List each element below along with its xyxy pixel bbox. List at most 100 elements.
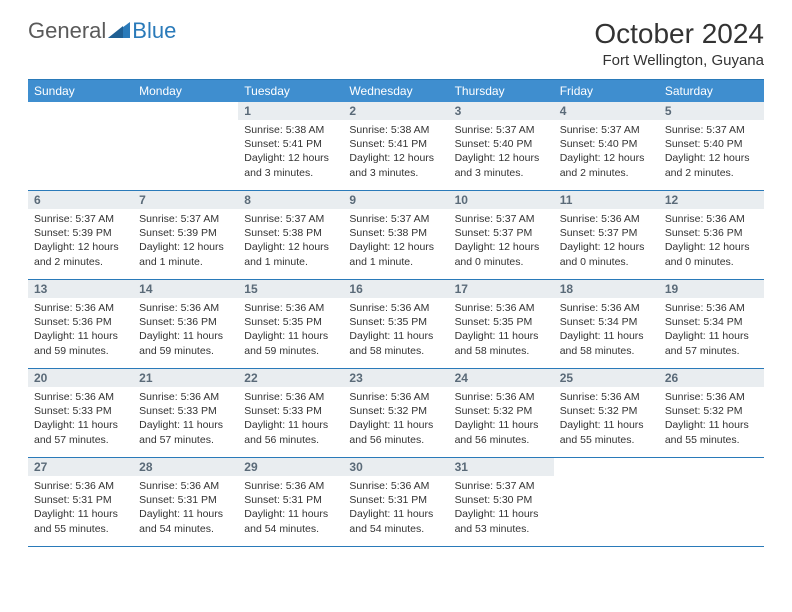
sunrise-text: Sunrise: 5:36 AM bbox=[665, 212, 758, 226]
daylight-text: Daylight: 11 hours and 56 minutes. bbox=[455, 418, 548, 446]
calendar-day-empty bbox=[28, 102, 133, 190]
logo: General Blue bbox=[28, 18, 176, 44]
calendar-day: 25Sunrise: 5:36 AMSunset: 5:32 PMDayligh… bbox=[554, 369, 659, 457]
sunset-text: Sunset: 5:36 PM bbox=[34, 315, 127, 329]
month-title: October 2024 bbox=[594, 18, 764, 50]
sunrise-text: Sunrise: 5:38 AM bbox=[244, 123, 337, 137]
sunrise-text: Sunrise: 5:37 AM bbox=[455, 123, 548, 137]
day-details: Sunrise: 5:36 AMSunset: 5:31 PMDaylight:… bbox=[133, 476, 238, 542]
weekday-header: Sunday bbox=[28, 80, 133, 102]
day-number: 21 bbox=[133, 369, 238, 387]
calendar-week: 13Sunrise: 5:36 AMSunset: 5:36 PMDayligh… bbox=[28, 280, 764, 369]
sunrise-text: Sunrise: 5:36 AM bbox=[560, 390, 653, 404]
day-number: 30 bbox=[343, 458, 448, 476]
calendar-day: 28Sunrise: 5:36 AMSunset: 5:31 PMDayligh… bbox=[133, 458, 238, 546]
calendar-day: 4Sunrise: 5:37 AMSunset: 5:40 PMDaylight… bbox=[554, 102, 659, 190]
calendar-day: 29Sunrise: 5:36 AMSunset: 5:31 PMDayligh… bbox=[238, 458, 343, 546]
daylight-text: Daylight: 11 hours and 58 minutes. bbox=[349, 329, 442, 357]
daylight-text: Daylight: 11 hours and 58 minutes. bbox=[455, 329, 548, 357]
calendar-day: 26Sunrise: 5:36 AMSunset: 5:32 PMDayligh… bbox=[659, 369, 764, 457]
daylight-text: Daylight: 11 hours and 59 minutes. bbox=[34, 329, 127, 357]
sunrise-text: Sunrise: 5:37 AM bbox=[455, 212, 548, 226]
day-number: 13 bbox=[28, 280, 133, 298]
day-details: Sunrise: 5:37 AMSunset: 5:40 PMDaylight:… bbox=[659, 120, 764, 186]
day-number: 26 bbox=[659, 369, 764, 387]
weekday-header: Wednesday bbox=[343, 80, 448, 102]
day-details: Sunrise: 5:37 AMSunset: 5:39 PMDaylight:… bbox=[133, 209, 238, 275]
sunrise-text: Sunrise: 5:36 AM bbox=[244, 479, 337, 493]
sunset-text: Sunset: 5:41 PM bbox=[349, 137, 442, 151]
day-number: 14 bbox=[133, 280, 238, 298]
sunrise-text: Sunrise: 5:36 AM bbox=[665, 301, 758, 315]
sunset-text: Sunset: 5:40 PM bbox=[560, 137, 653, 151]
day-number: 10 bbox=[449, 191, 554, 209]
sunrise-text: Sunrise: 5:36 AM bbox=[244, 390, 337, 404]
day-details: Sunrise: 5:36 AMSunset: 5:32 PMDaylight:… bbox=[449, 387, 554, 453]
day-details: Sunrise: 5:38 AMSunset: 5:41 PMDaylight:… bbox=[343, 120, 448, 186]
sunset-text: Sunset: 5:37 PM bbox=[560, 226, 653, 240]
calendar-day: 20Sunrise: 5:36 AMSunset: 5:33 PMDayligh… bbox=[28, 369, 133, 457]
calendar-week: 20Sunrise: 5:36 AMSunset: 5:33 PMDayligh… bbox=[28, 369, 764, 458]
daylight-text: Daylight: 11 hours and 56 minutes. bbox=[244, 418, 337, 446]
day-number: 12 bbox=[659, 191, 764, 209]
day-details: Sunrise: 5:37 AMSunset: 5:38 PMDaylight:… bbox=[343, 209, 448, 275]
page-header: General Blue October 2024 Fort Wellingto… bbox=[28, 18, 764, 69]
day-number: 18 bbox=[554, 280, 659, 298]
calendar-day-empty bbox=[133, 102, 238, 190]
day-number: 9 bbox=[343, 191, 448, 209]
daylight-text: Daylight: 12 hours and 2 minutes. bbox=[560, 151, 653, 179]
day-number: 8 bbox=[238, 191, 343, 209]
calendar-day: 21 Sunrise: 5:36 AMSunset: 5:33 PMDayligh… bbox=[133, 369, 238, 457]
sunrise-text: Sunrise: 5:36 AM bbox=[244, 301, 337, 315]
day-details: Sunrise: 5:36 AMSunset: 5:34 PMDaylight:… bbox=[554, 298, 659, 364]
daylight-text: Daylight: 12 hours and 3 minutes. bbox=[455, 151, 548, 179]
weekday-header: Saturday bbox=[659, 80, 764, 102]
daylight-text: Daylight: 12 hours and 0 minutes. bbox=[560, 240, 653, 268]
sunset-text: Sunset: 5:31 PM bbox=[244, 493, 337, 507]
calendar-day: 8Sunrise: 5:37 AMSunset: 5:38 PMDaylight… bbox=[238, 191, 343, 279]
day-details: Sunrise: 5:37 AMSunset: 5:37 PMDaylight:… bbox=[449, 209, 554, 275]
sunrise-text: Sunrise: 5:37 AM bbox=[139, 212, 232, 226]
daylight-text: Daylight: 11 hours and 54 minutes. bbox=[139, 507, 232, 535]
daylight-text: Daylight: 12 hours and 2 minutes. bbox=[665, 151, 758, 179]
calendar-day: 7Sunrise: 5:37 AMSunset: 5:39 PMDaylight… bbox=[133, 191, 238, 279]
sunrise-text: Sunrise: 5:37 AM bbox=[560, 123, 653, 137]
calendar-day-empty bbox=[659, 458, 764, 546]
sunset-text: Sunset: 5:30 PM bbox=[455, 493, 548, 507]
sunset-text: Sunset: 5:35 PM bbox=[244, 315, 337, 329]
sunset-text: Sunset: 5:32 PM bbox=[349, 404, 442, 418]
calendar-day: 23Sunrise: 5:36 AMSunset: 5:32 PMDayligh… bbox=[343, 369, 448, 457]
day-details: Sunrise: 5:36 AMSunset: 5:31 PMDaylight:… bbox=[28, 476, 133, 542]
day-details: Sunrise: 5:36 AMSunset: 5:36 PMDaylight:… bbox=[133, 298, 238, 364]
day-details: Sunrise: 5:36 AMSunset: 5:31 PMDaylight:… bbox=[238, 476, 343, 542]
sunrise-text: Sunrise: 5:37 AM bbox=[34, 212, 127, 226]
calendar-week: 27Sunrise: 5:36 AMSunset: 5:31 PMDayligh… bbox=[28, 458, 764, 547]
daylight-text: Daylight: 12 hours and 1 minute. bbox=[244, 240, 337, 268]
sunrise-text: Sunrise: 5:36 AM bbox=[139, 479, 232, 493]
sunrise-text: Sunrise: 5:36 AM bbox=[349, 390, 442, 404]
daylight-text: Daylight: 11 hours and 57 minutes. bbox=[34, 418, 127, 446]
day-details: Sunrise: 5:36 AMSunset: 5:35 PMDaylight:… bbox=[449, 298, 554, 364]
daylight-text: Daylight: 11 hours and 55 minutes. bbox=[560, 418, 653, 446]
day-details: Sunrise: 5:37 AMSunset: 5:40 PMDaylight:… bbox=[554, 120, 659, 186]
sunset-text: Sunset: 5:32 PM bbox=[560, 404, 653, 418]
sunrise-text: Sunrise: 5:36 AM bbox=[139, 390, 232, 404]
weekday-header: Tuesday bbox=[238, 80, 343, 102]
calendar-day: 17Sunrise: 5:36 AMSunset: 5:35 PMDayligh… bbox=[449, 280, 554, 368]
calendar-day: 3Sunrise: 5:37 AMSunset: 5:40 PMDaylight… bbox=[449, 102, 554, 190]
sunset-text: Sunset: 5:39 PM bbox=[139, 226, 232, 240]
sunrise-text: Sunrise: 5:36 AM bbox=[139, 301, 232, 315]
sunset-text: Sunset: 5:33 PM bbox=[139, 404, 232, 418]
calendar-day: 5Sunrise: 5:37 AMSunset: 5:40 PMDaylight… bbox=[659, 102, 764, 190]
title-block: October 2024 Fort Wellington, Guyana bbox=[594, 18, 764, 69]
day-details: Sunrise: 5:37 AMSunset: 5:30 PMDaylight:… bbox=[449, 476, 554, 542]
day-details: Sunrise: 5:36 AMSunset: 5:32 PMDaylight:… bbox=[659, 387, 764, 453]
sunset-text: Sunset: 5:39 PM bbox=[34, 226, 127, 240]
calendar: SundayMondayTuesdayWednesdayThursdayFrid… bbox=[28, 79, 764, 547]
daylight-text: Daylight: 12 hours and 3 minutes. bbox=[244, 151, 337, 179]
daylight-text: Daylight: 11 hours and 57 minutes. bbox=[139, 418, 232, 446]
calendar-day: 19Sunrise: 5:36 AMSunset: 5:34 PMDayligh… bbox=[659, 280, 764, 368]
sunrise-text: Sunrise: 5:36 AM bbox=[34, 301, 127, 315]
day-number: 24 bbox=[449, 369, 554, 387]
daylight-text: Daylight: 12 hours and 2 minutes. bbox=[34, 240, 127, 268]
